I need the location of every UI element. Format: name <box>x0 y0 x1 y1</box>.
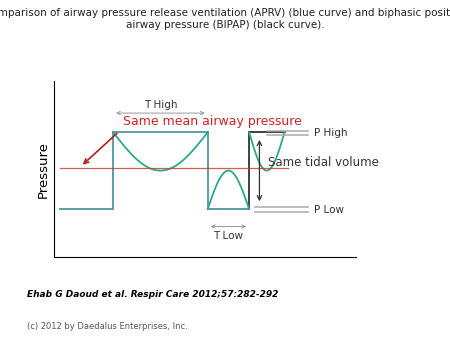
Text: P Low: P Low <box>314 205 344 215</box>
Text: T High: T High <box>144 100 177 110</box>
Text: T Low: T Low <box>213 231 243 241</box>
Text: Ehab G Daoud et al. Respir Care 2012;57:282-292: Ehab G Daoud et al. Respir Care 2012;57:… <box>27 290 279 299</box>
Text: Same mean airway pressure: Same mean airway pressure <box>123 115 302 128</box>
Y-axis label: Pressure: Pressure <box>37 141 50 197</box>
Text: Same tidal volume: Same tidal volume <box>268 156 379 169</box>
Text: P High: P High <box>314 128 347 138</box>
Text: (c) 2012 by Daedalus Enterprises, Inc.: (c) 2012 by Daedalus Enterprises, Inc. <box>27 322 188 331</box>
Text: Comparison of airway pressure release ventilation (APRV) (blue curve) and biphas: Comparison of airway pressure release ve… <box>0 8 450 30</box>
